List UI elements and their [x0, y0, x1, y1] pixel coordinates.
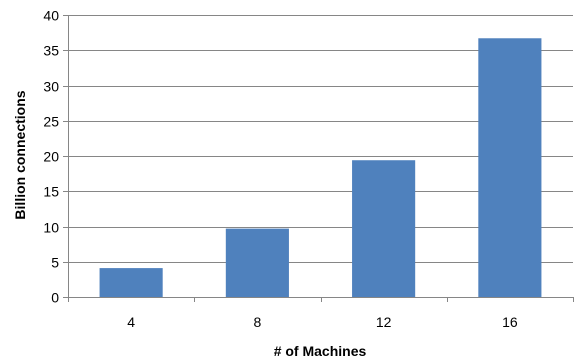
- y-tick-label: 0: [51, 290, 59, 306]
- x-tick-labels: 4 8 12 16: [127, 314, 518, 330]
- bar-8: [225, 228, 289, 297]
- axes: [63, 15, 574, 302]
- y-tick-label: 35: [43, 43, 59, 59]
- x-tick-label: 12: [376, 314, 392, 330]
- bar-12: [352, 160, 416, 297]
- y-tick-label: 20: [43, 149, 59, 165]
- bar-4: [99, 268, 163, 297]
- bar-16: [478, 38, 542, 297]
- y-tick-label: 25: [43, 114, 59, 130]
- y-tick-label: 30: [43, 79, 59, 95]
- y-tick-label: 15: [43, 184, 59, 200]
- x-tick-label: 16: [502, 314, 518, 330]
- gridlines: [68, 15, 573, 263]
- x-tick-label: 4: [127, 314, 135, 330]
- x-axis-title: # of Machines: [274, 343, 367, 359]
- y-tick-label: 40: [43, 8, 59, 24]
- y-tick-label: 5: [51, 255, 59, 271]
- x-tick-label: 8: [253, 314, 261, 330]
- y-axis-title: Billion connections: [12, 90, 28, 219]
- bars: [99, 38, 542, 297]
- y-tick-label: 10: [43, 220, 59, 236]
- y-tick-labels: 0 5 10 15 20 25 30 35 40: [43, 8, 59, 306]
